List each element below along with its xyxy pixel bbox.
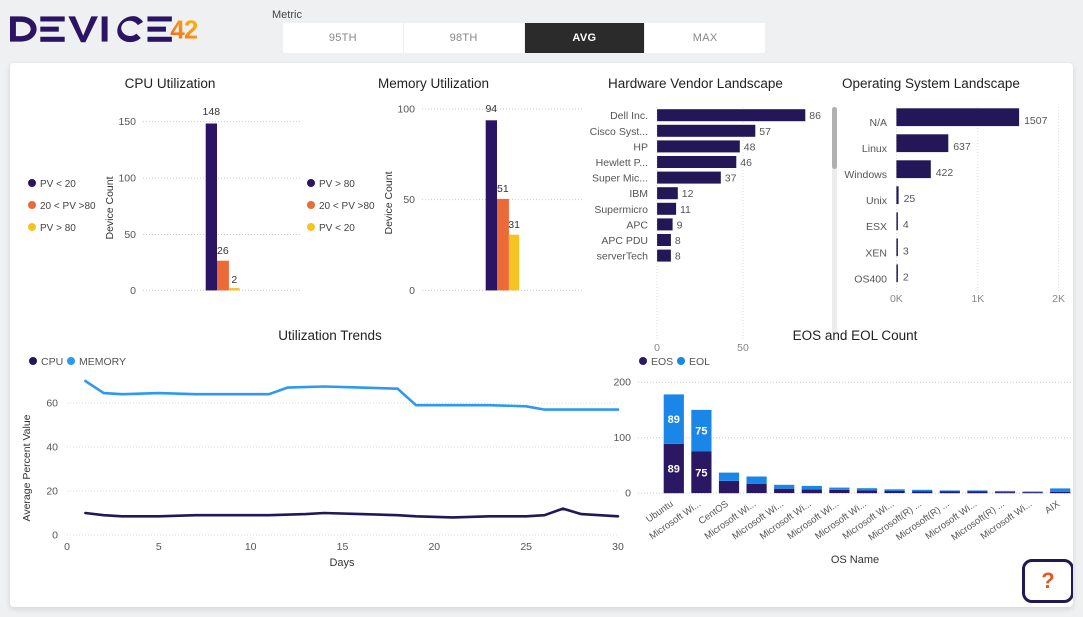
svg-text:Unix: Unix [866,195,888,207]
svg-text:8: 8 [675,251,681,263]
svg-text:OS400: OS400 [854,273,887,285]
svg-text:46: 46 [740,157,752,169]
svg-text:EOS: EOS [651,356,673,368]
svg-text:Device Count: Device Count [104,176,116,239]
svg-text:CPU Utilization: CPU Utilization [125,76,216,91]
svg-text:25: 25 [520,541,532,553]
svg-text:Windows: Windows [844,169,887,181]
svg-text:PV > 80: PV > 80 [319,179,355,190]
svg-text:Hardware Vendor Landscape: Hardware Vendor Landscape [608,76,783,91]
svg-text:serverTech: serverTech [597,251,649,263]
svg-text:40: 40 [46,442,58,454]
svg-text:Dell Inc.: Dell Inc. [610,110,648,122]
svg-text:42: 42 [170,17,197,45]
svg-text:PV < 20: PV < 20 [40,179,76,190]
svg-text:20 < PV >80: 20 < PV >80 [319,201,375,212]
svg-text:4: 4 [903,219,909,231]
svg-text:Operating System Landscape: Operating System Landscape [842,76,1020,91]
svg-text:51: 51 [497,183,509,195]
svg-text:50: 50 [124,229,136,241]
svg-text:Memory Utilization: Memory Utilization [378,76,489,91]
svg-text:Linux: Linux [862,143,888,155]
svg-text:Days: Days [329,557,355,569]
svg-text:0: 0 [52,530,58,542]
svg-text:OS Name: OS Name [831,554,879,566]
svg-text:148: 148 [203,106,221,118]
svg-text:0: 0 [625,488,631,500]
svg-text:10: 10 [245,541,257,553]
svg-text:200: 200 [613,377,631,389]
svg-text:30: 30 [612,541,624,553]
svg-text:100: 100 [118,173,136,185]
svg-text:20: 20 [46,486,58,498]
svg-text:IBM: IBM [629,188,648,200]
svg-text:MEMORY: MEMORY [79,356,126,368]
svg-text:422: 422 [936,167,954,179]
svg-text:20 < PV >80: 20 < PV >80 [40,201,96,212]
svg-text:86: 86 [809,110,821,122]
svg-text:Utilization Trends: Utilization Trends [278,328,382,343]
svg-text:0: 0 [64,541,70,553]
svg-text:37: 37 [725,173,737,185]
svg-text:Super Mic...: Super Mic... [592,173,648,185]
svg-text:15: 15 [337,541,349,553]
svg-text:89: 89 [668,414,680,426]
svg-text:94: 94 [485,103,497,115]
svg-text:0: 0 [130,285,136,297]
svg-text:75: 75 [695,467,707,479]
svg-text:31: 31 [508,219,520,231]
svg-text:637: 637 [953,141,971,153]
svg-text:8: 8 [675,235,681,247]
svg-text:9: 9 [677,219,683,231]
svg-text:0K: 0K [890,293,903,305]
svg-text:HP: HP [633,141,648,153]
svg-text:0: 0 [654,342,660,354]
svg-text:AIX: AIX [1043,498,1062,516]
svg-text:PV < 20: PV < 20 [319,223,355,234]
svg-text:EOS and EOL Count: EOS and EOL Count [793,328,918,343]
svg-text:PV > 80: PV > 80 [40,223,76,234]
svg-text:EOL: EOL [689,356,710,368]
svg-text:3: 3 [903,245,909,257]
svg-text:XEN: XEN [865,247,887,259]
svg-text:60: 60 [46,398,58,410]
svg-text:Average Percent Value: Average Percent Value [21,414,33,521]
svg-text:0: 0 [409,285,415,297]
svg-text:48: 48 [744,141,756,153]
svg-text:89: 89 [668,464,680,476]
svg-text:150: 150 [118,116,136,128]
svg-text:57: 57 [759,126,771,138]
svg-text:26: 26 [217,245,229,257]
svg-text:APC PDU: APC PDU [601,235,648,247]
svg-text:5: 5 [156,541,162,553]
svg-text:11: 11 [680,204,691,216]
svg-text:N/A: N/A [869,117,887,129]
svg-text:ESX: ESX [866,221,887,233]
svg-text:100: 100 [613,432,631,444]
svg-text:APC: APC [626,219,648,231]
svg-text:Device Count: Device Count [383,171,395,234]
svg-text:1K: 1K [971,293,984,305]
svg-text:1507: 1507 [1024,115,1048,127]
svg-text:Supermicro: Supermicro [594,204,648,216]
svg-text:25: 25 [904,193,916,205]
svg-text:2: 2 [231,274,237,286]
svg-text:100: 100 [397,104,415,116]
svg-text:Cisco Syst...: Cisco Syst... [590,126,648,138]
svg-text:CPU: CPU [41,356,63,368]
svg-text:50: 50 [403,194,415,206]
svg-text:12: 12 [682,188,694,200]
svg-text:20: 20 [428,541,440,553]
svg-text:75: 75 [695,426,707,438]
svg-text:Hewlett P...: Hewlett P... [596,157,648,169]
svg-text:2K: 2K [1052,293,1065,305]
svg-text:2: 2 [903,271,909,283]
svg-text:50: 50 [737,342,749,354]
